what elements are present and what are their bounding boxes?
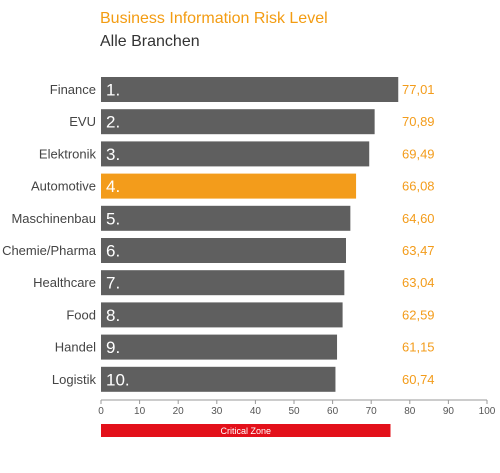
x-tick-label: 10 (134, 406, 146, 417)
bars-layer: Finance 1. 77,01 EVU 2. 70,89 Elektronik 3. 69,4… (2, 77, 435, 392)
category-label: Chemie/Pharma (2, 243, 97, 258)
value-label: 69,49 (402, 146, 435, 161)
x-tick-label: 80 (404, 406, 416, 417)
value-label: 77,01 (402, 82, 435, 97)
critical-zone-label: Critical Zone (220, 426, 271, 436)
rank-label: 4. (106, 177, 120, 196)
bar-food (101, 302, 343, 328)
x-tick-label: 50 (288, 406, 300, 417)
bar-automotive (101, 173, 357, 199)
rank-label: 2. (106, 113, 120, 132)
value-label: 62,59 (402, 307, 435, 322)
chart-subtitle: Alle Branchen (100, 33, 200, 50)
bar-logistik (101, 366, 336, 392)
category-label: Elektronik (39, 146, 97, 161)
critical-zone-bar (101, 424, 391, 437)
category-label: Finance (50, 82, 96, 97)
bar-finance (101, 77, 399, 102)
bar-elektronik (101, 141, 370, 167)
value-label: 66,08 (402, 179, 435, 194)
bar-maschinenbau (101, 205, 351, 231)
x-tick-label: 30 (211, 406, 223, 417)
x-tick-label: 40 (250, 406, 262, 417)
bar-healthcare (101, 270, 345, 296)
rank-label: 7. (106, 274, 120, 293)
x-tick-label: 70 (366, 406, 378, 417)
x-tick-label: 100 (479, 406, 496, 417)
rank-label: 9. (106, 338, 120, 357)
x-tick-label: 60 (327, 406, 339, 417)
value-label: 61,15 (402, 340, 435, 355)
x-tick-label: 0 (98, 406, 104, 417)
x-tick-label: 90 (443, 406, 455, 417)
bar-handel (101, 334, 338, 360)
x-axis: 0 10 20 30 40 50 60 70 80 90 100 (98, 399, 496, 417)
value-label: 63,47 (402, 243, 435, 258)
category-label: Automotive (31, 179, 96, 194)
chart-title: Business Information Risk Level (100, 10, 328, 27)
category-label: Healthcare (33, 275, 96, 290)
category-label: EVU (69, 114, 96, 129)
category-label: Handel (55, 340, 96, 355)
bar-chemie-pharma (101, 238, 346, 263)
rank-label: 5. (106, 209, 120, 228)
value-label: 64,60 (402, 211, 435, 226)
rank-label: 1. (106, 81, 120, 100)
category-label: Maschinenbau (11, 211, 96, 226)
x-tick-label: 20 (173, 406, 185, 417)
bar-evu (101, 109, 375, 135)
rank-label: 8. (106, 306, 120, 325)
category-label: Food (66, 307, 96, 322)
category-label: Logistik (52, 372, 97, 387)
rank-label: 6. (106, 242, 120, 261)
value-label: 70,89 (402, 114, 435, 129)
rank-label: 10. (106, 370, 130, 389)
value-label: 63,04 (402, 275, 435, 290)
critical-zone: Critical Zone (101, 424, 391, 437)
rank-label: 3. (106, 145, 120, 164)
value-label: 60,74 (402, 372, 435, 387)
